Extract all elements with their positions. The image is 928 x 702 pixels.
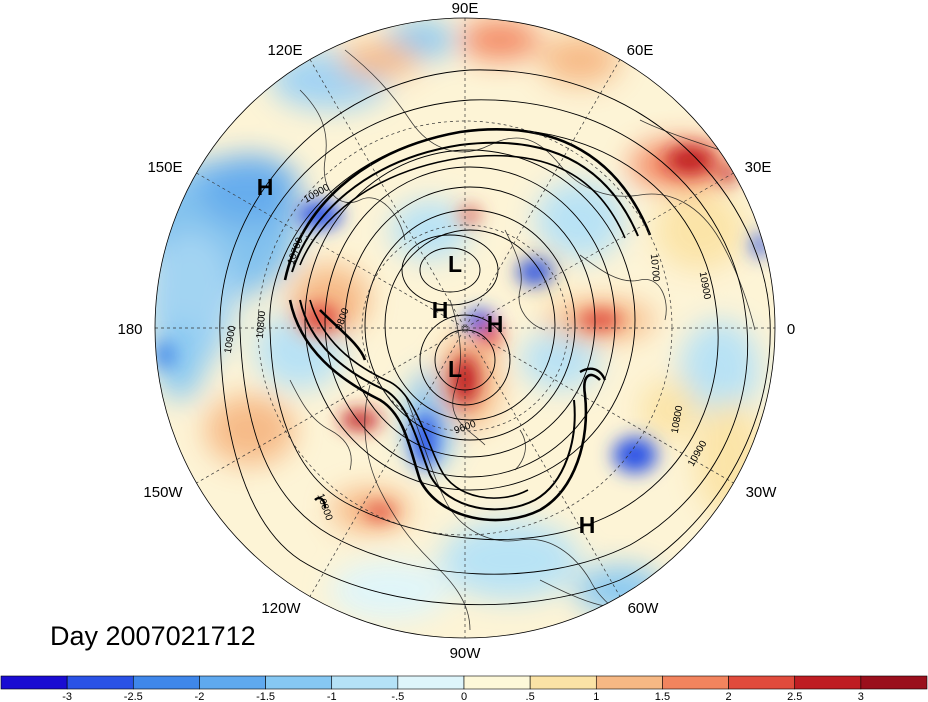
lon-60w-label: 60W	[628, 600, 660, 617]
lon-180-label: 180	[117, 321, 142, 338]
high-center-marker: H	[487, 311, 504, 337]
colorbar-swatch	[331, 675, 399, 690]
colorbar-tick-label: 2	[726, 691, 732, 702]
colorbar-tick-label: 1.5	[655, 691, 670, 702]
low-center-marker: L	[448, 356, 462, 382]
day-timestamp-label: Day 2007021712	[50, 621, 256, 651]
colorbar-tick-label: .5	[526, 691, 535, 702]
lon-30e-label: 30E	[745, 159, 772, 176]
colorbar-tick-label: -.5	[391, 691, 404, 702]
colorbar-swatch	[265, 675, 333, 690]
graticule	[155, 18, 775, 638]
pressure-centers: H L H H L H	[257, 174, 596, 538]
colorbar-tick-label: 0	[461, 691, 467, 702]
colorbar-swatch	[132, 675, 200, 690]
high-center-marker: H	[579, 512, 596, 538]
colorbar-swatch	[397, 675, 465, 690]
height-contours	[219, 69, 771, 606]
colorbar: -3 -2.5 -2 -1.5 -1 -.5 0 .5 1 1.5 2 2.5 3	[0, 675, 928, 702]
colorbar-tick-label: -3	[62, 691, 72, 702]
colorbar-tick-label: 1	[593, 691, 599, 702]
lon-0-label: 0	[787, 321, 795, 338]
colorbar-swatch	[529, 675, 597, 690]
high-center-marker: H	[257, 174, 274, 200]
colorbar-swatch	[595, 675, 663, 690]
high-center-marker: H	[432, 297, 449, 323]
lon-90e-label: 90E	[452, 0, 479, 17]
colorbar-swatch	[860, 675, 928, 690]
colorbar-swatch	[66, 675, 134, 690]
anomaly-shading	[155, 18, 775, 638]
lon-150e-label: 150E	[147, 159, 182, 176]
lon-90w-label: 90W	[450, 645, 482, 662]
low-center-marker: L	[448, 251, 462, 277]
contour-label: 10900	[223, 324, 239, 354]
lon-60e-label: 60E	[627, 42, 654, 59]
lon-150w-label: 150W	[143, 484, 183, 501]
colorbar-tick-label: -1	[327, 691, 337, 702]
colorbar-tick-label: -2	[195, 691, 205, 702]
contour-label: 10800	[255, 310, 268, 339]
colorbar-swatch	[662, 675, 729, 690]
contour-label: 10900	[697, 271, 713, 301]
jet-stream-contours	[283, 128, 652, 522]
longitude-labels: 90E 120E 60E 150E 30E 180 0 150W 30W 120…	[117, 0, 795, 662]
colorbar-swatch	[0, 675, 68, 690]
lon-120w-label: 120W	[261, 600, 301, 617]
colorbar-swatch	[463, 675, 531, 690]
colorbar-tick-label: -1.5	[256, 691, 275, 702]
lon-30w-label: 30W	[746, 484, 778, 501]
map-boundary	[154, 17, 776, 639]
colorbar-tick-label: 2.5	[787, 691, 802, 702]
contour-label: 10800	[670, 404, 686, 434]
colorbar-swatch	[728, 675, 796, 690]
colorbar-swatch	[199, 675, 266, 690]
colorbar-tick-label: -2.5	[124, 691, 143, 702]
colorbar-swatch	[794, 675, 862, 690]
colorbar-tick-label: 3	[858, 691, 864, 702]
contour-label: 10700	[648, 253, 661, 282]
lon-120e-label: 120E	[267, 42, 302, 59]
